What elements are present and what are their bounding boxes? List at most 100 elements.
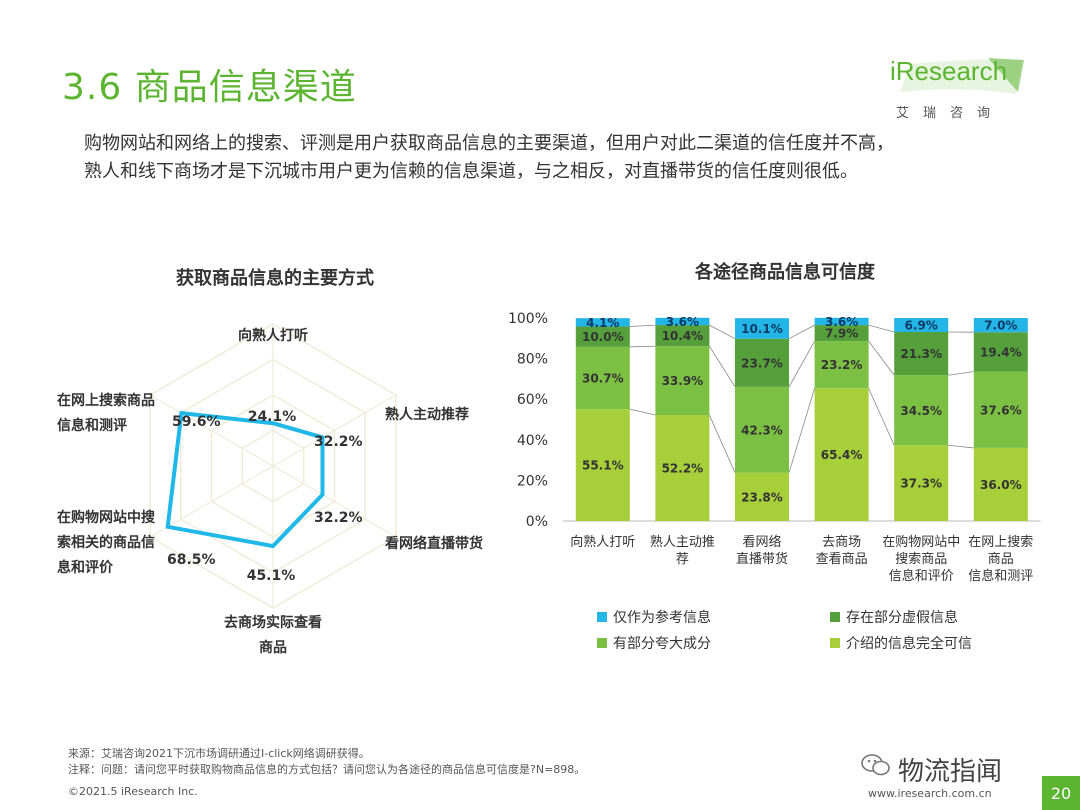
bar-segment [735,472,789,521]
bar-value-label: 55.1% [582,459,624,473]
question-note: 注释：问题：请问您平时获取购物商品信息的方式包括？请问您认为各途径的商品信息可信… [68,763,586,776]
logo-swoosh-icon [900,58,1024,94]
bar-category-label: 直播带货 [736,551,788,567]
source-note: 来源：艾瑞咨询2021下沉市场调研通过I-click网络调研获得。 [68,747,370,760]
bar-segment [575,318,630,327]
bar-segment [894,375,949,446]
radar-category-label: 在网上搜索商品 [57,392,155,409]
bar-segment [655,317,710,326]
bar-segment [735,318,789,339]
bar-y-tick-label: 60% [517,392,548,408]
bar-value-label: 42.3% [741,423,783,437]
logo-subtext: 艾瑞咨询 [896,106,1005,121]
legend-label: 有部分夸大成分 [613,636,711,652]
bar-segment [575,409,630,521]
bar-value-label: 37.3% [900,477,942,491]
bar-value-label: 19.4% [980,345,1022,359]
bar-category-label: 搜索商品 [895,552,947,567]
bar-y-tick-label: 20% [517,473,548,489]
bar-connector-line [788,388,815,473]
bar-segment [894,332,949,376]
summary-line-2: 熟人和线下商场才是下沉城市用户更为信赖的信息渠道，与之相反，对直播带货的信任度则… [84,161,858,182]
bar-value-label: 33.9% [662,374,704,388]
radar-value-label: 24.1% [248,409,297,425]
bar-segment [973,447,1028,521]
bar-value-label: 10.1% [741,322,783,336]
bar-value-label: 36.0% [980,478,1022,492]
bar-category-label: 荐 [676,552,689,567]
bar-value-label: 23.2% [821,358,863,372]
copyright: ©2021.5 iResearch Inc. [68,785,198,798]
bar-value-label: 23.8% [741,490,783,504]
logo-text: iResearch [890,56,1008,86]
legend-swatch [830,612,840,622]
legend-item: 有部分夸大成分 [597,633,711,653]
legend-label: 仅作为参考信息 [613,610,711,626]
radar-category-label: 商品 [259,639,287,656]
iresearch-logo: iResearch 艾瑞咨询 [890,56,1030,121]
legend-label: 介绍的信息完全可信 [846,636,972,652]
bar-y-tick-label: 100% [508,311,548,327]
bar-category-label: 熟人主动推 [650,534,715,550]
bar-segment [894,445,949,521]
bar-value-label: 23.7% [741,356,783,370]
bar-value-label: 6.9% [905,319,938,333]
bar-connector-line [629,324,656,327]
bar-value-label: 3.6% [666,315,699,329]
bar-segment [973,332,1028,372]
bar-category-label: 查看商品 [816,551,868,567]
bar-y-tick-label: 80% [517,352,548,368]
radar-chart-title: 获取商品信息的主要方式 [176,268,374,289]
bar-connector-line [709,414,736,473]
legend-swatch [597,612,607,622]
bar-segment [894,318,949,333]
bar-value-label: 30.7% [582,371,624,385]
bar-connector-line [629,408,656,416]
bar-category-label: 信息和测评 [968,568,1033,584]
radar-series-line [165,410,325,549]
radar-category-label: 索相关的商品信 [57,534,155,551]
bar-segment [814,325,869,342]
bar-category-label: 在购物网站中 [882,534,960,550]
page-title: 3.6 商品信息渠道 [62,67,357,108]
bar-segment [814,388,869,521]
bar-connector-line [948,444,974,449]
page-number: 20 [1042,776,1080,810]
bar-y-tick-label: 0% [526,514,548,530]
bar-connector-line [788,324,815,340]
radar-category-label: 熟人主动推荐 [385,406,469,423]
radar-axis-line [149,394,274,467]
radar-value-label: 32.2% [314,434,363,450]
radar-category-label: 向熟人打听 [238,327,308,344]
radar-category-label: 信息和测评 [57,417,127,434]
bar-segment [814,341,869,389]
radar-value-label: 45.1% [247,568,296,584]
brand-watermark: 物流指闻 [898,757,1003,787]
bar-connector-line [788,340,815,388]
radar-category-label: 去商场实际查看 [224,614,322,631]
legend-swatch [597,638,607,648]
bar-category-label: 在网上搜索 [968,535,1033,550]
bar-category-label: 向熟人打听 [570,534,635,550]
bar-chart-title: 各途径商品信息可信度 [695,262,875,283]
radar-category-label: 在购物网站中搜 [57,509,156,526]
bar-connector-line [629,345,656,348]
bar-category-label: 信息和评价 [889,568,954,584]
bar-value-label: 7.9% [825,327,858,341]
bar-connector-line [709,346,736,388]
bar-y-tick-label: 40% [517,433,548,449]
bar-connector-line [709,324,736,340]
bar-connector-line [868,388,895,446]
radar-category-label: 息和评价 [57,559,114,576]
bar-value-label: 3.6% [825,315,858,329]
legend-item: 仅作为参考信息 [597,607,711,627]
bar-value-label: 21.3% [900,347,942,361]
bar-value-label: 37.6% [980,403,1022,417]
legend-item: 介绍的信息完全可信 [830,633,972,653]
bar-connector-line [868,340,895,376]
bar-segment [655,415,710,521]
bar-value-label: 65.4% [821,448,863,462]
bar-value-label: 10.4% [662,329,704,343]
legend-item: 存在部分虚假信息 [830,607,958,627]
bar-segment [973,318,1028,333]
